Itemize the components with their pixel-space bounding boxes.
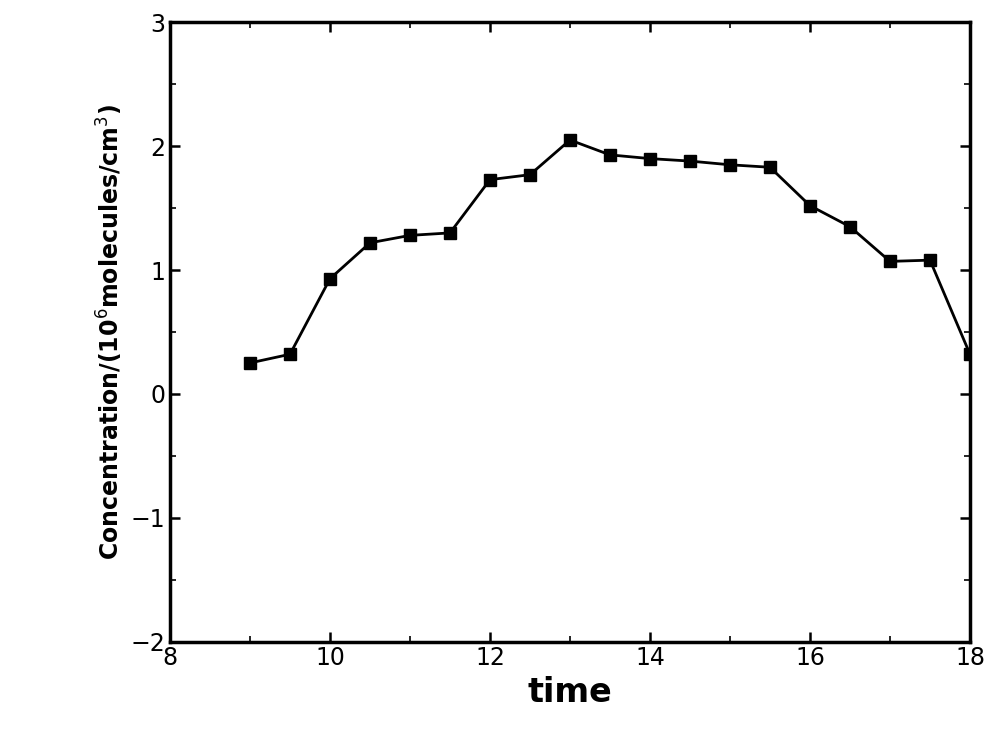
Y-axis label: Concentration/(10$^6$molecules/cm$^3$): Concentration/(10$^6$molecules/cm$^3$) — [95, 104, 125, 560]
X-axis label: time: time — [528, 676, 612, 709]
